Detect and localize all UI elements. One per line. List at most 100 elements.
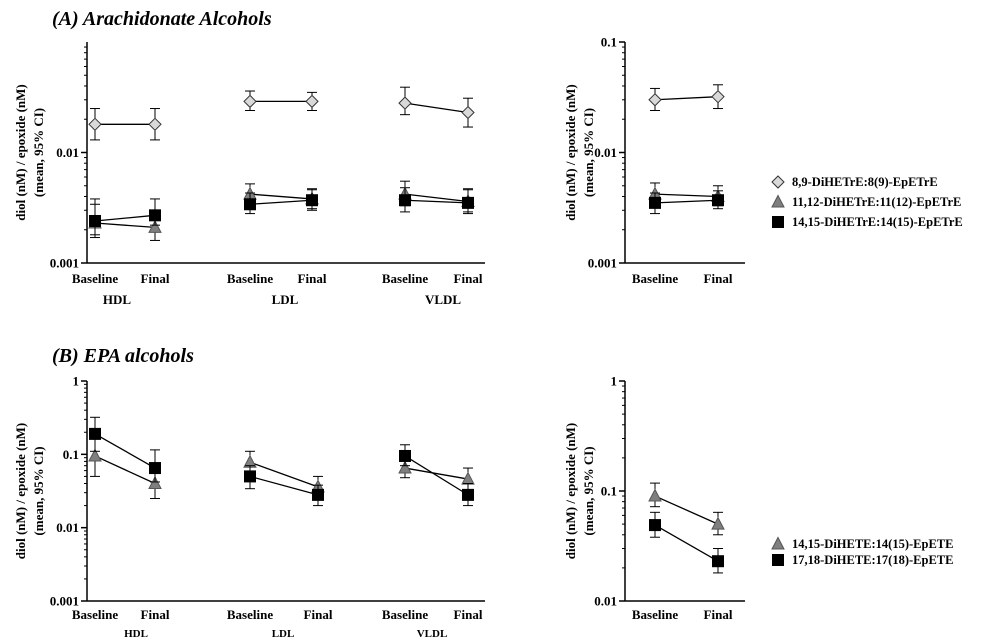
legend-entry: 14,15-DiHETE:14(15)-EpETE: [792, 537, 953, 551]
series-line: [654, 96, 719, 101]
group-label: HDL: [124, 628, 148, 640]
data-point: [243, 94, 257, 109]
data-point: [148, 117, 162, 131]
series-triangle: [648, 482, 725, 536]
series-line: [249, 475, 319, 496]
x-tick-label: Baseline: [72, 607, 118, 622]
group-label: VLDL: [425, 292, 461, 307]
series-line: [249, 193, 313, 200]
series-line: [404, 193, 469, 203]
legend-entry: 11,12-DiHETrE:11(12)-EpETrE: [792, 195, 961, 209]
legend-marker: [771, 536, 785, 550]
y-tick-label: 0.01: [56, 145, 79, 160]
legend: 8,9-DiHETrE:8(9)-EpETrE 11,12-DiHETrE:11(…: [771, 175, 963, 229]
y-axis-label: diol (nM) / epoxide (nM): [13, 84, 28, 221]
data-point: [711, 516, 725, 530]
x-tick-label: Final: [454, 271, 483, 286]
x-tick-label: Baseline: [382, 607, 428, 622]
series-line: [94, 222, 156, 229]
legend-marker: [771, 175, 785, 189]
y-axis-label: diol (nM) / epoxide (nM): [13, 423, 28, 560]
data-point: [712, 194, 724, 207]
data-point: [148, 219, 162, 233]
x-tick-label: Final: [704, 271, 733, 286]
x-tick-label: Baseline: [382, 271, 428, 286]
data-point: [712, 555, 724, 568]
series-triangle: [88, 180, 475, 241]
x-tick-label: Final: [298, 271, 327, 286]
data-point: [88, 117, 102, 131]
series-line: [654, 199, 719, 204]
y-tick-label: 0.001: [50, 594, 79, 609]
y-tick-label: 0.01: [594, 594, 617, 609]
group-label: LDL: [272, 292, 299, 307]
series-square: [89, 187, 474, 239]
legend: 14,15-DiHETE:14(15)-EpETE 17,18-DiHETE:17…: [771, 536, 953, 567]
panel-B-right: 0.01 0.1 1 diol (nM) / epoxide (nM) (mean, 9…: [563, 374, 954, 623]
data-point: [305, 94, 319, 109]
y-tick-label: 1: [73, 374, 80, 389]
y-tick-label: 1: [611, 374, 618, 389]
panel-A-right: 0.001 0.01 0.1 diol (nM) / epoxide (nM) (mea…: [563, 35, 963, 287]
series-line: [249, 461, 319, 488]
series-line: [249, 199, 313, 205]
series-square: [89, 416, 474, 507]
series-line: [654, 524, 719, 562]
series-square: [649, 511, 724, 574]
data-point: [149, 462, 161, 475]
data-point: [461, 105, 475, 120]
data-point: [148, 475, 162, 490]
series-line: [94, 455, 156, 485]
y-tick-label: 0.001: [588, 256, 617, 271]
legend-entry: 8,9-DiHETrE:8(9)-EpETrE: [792, 175, 938, 189]
y-axis-label-sub: (mean, 95% CI): [31, 446, 46, 535]
series-line: [654, 495, 719, 525]
chart-title: (B) EPA alcohols: [52, 345, 194, 367]
data-point: [306, 194, 318, 207]
y-tick-label: 0.1: [601, 484, 617, 499]
y-tick-label: 0.01: [594, 145, 617, 160]
data-point: [244, 470, 256, 483]
y-axis-label: diol (nM) / epoxide (nM): [563, 84, 578, 221]
data-point: [649, 519, 661, 532]
y-axis-label-sub: (mean, 95% CI): [31, 108, 46, 197]
series-line: [404, 102, 469, 114]
y-axis-label: diol (nM) / epoxide (nM): [563, 423, 578, 560]
data-point: [149, 209, 161, 222]
data-point: [399, 194, 411, 207]
y-tick-label: 0.001: [50, 256, 79, 271]
legend-entry: 14,15-DiHETrE:14(15)-EpETrE: [792, 215, 963, 229]
data-point: [89, 214, 101, 227]
data-point: [399, 449, 411, 462]
legend-marker: [772, 216, 784, 228]
series-line: [404, 455, 469, 496]
data-point: [88, 448, 102, 462]
series-triangle: [88, 435, 475, 499]
panel-A-left: (A) Arachidonate Alcohols 0.001 0.01 diol (…: [13, 8, 485, 307]
data-point: [462, 196, 474, 209]
group-label: HDL: [103, 292, 132, 307]
y-tick-label: 0.1: [63, 447, 79, 462]
data-point: [648, 93, 662, 107]
x-tick-label: Final: [454, 607, 483, 622]
legend-marker: [772, 554, 784, 566]
series-line: [94, 214, 156, 222]
x-tick-label: Final: [704, 607, 733, 622]
data-point: [398, 96, 412, 110]
data-point: [462, 488, 474, 501]
x-tick-label: Final: [141, 271, 170, 286]
x-tick-label: Baseline: [632, 607, 678, 622]
data-point: [89, 427, 101, 440]
series-diamond: [648, 84, 725, 111]
series-line: [94, 433, 156, 469]
x-tick-label: Baseline: [227, 271, 273, 286]
y-tick-label: 0.01: [56, 520, 79, 535]
series-line: [404, 467, 469, 480]
panel-B-left: (B) EPA alcohols 0.001 0.01 0.1 1 diol (nM) /…: [13, 345, 485, 640]
y-tick-label: 0.1: [601, 35, 617, 50]
group-label: LDL: [272, 628, 295, 640]
x-tick-label: Baseline: [72, 271, 118, 286]
y-axis-label-sub: (mean, 95% CI): [581, 446, 596, 535]
series-square: [649, 190, 724, 215]
x-tick-label: Final: [141, 607, 170, 622]
